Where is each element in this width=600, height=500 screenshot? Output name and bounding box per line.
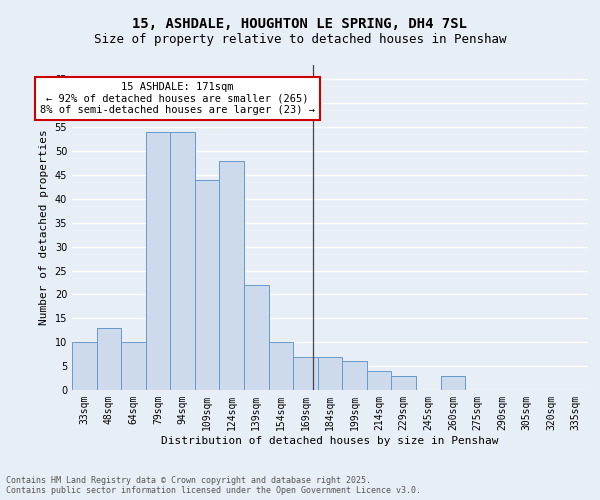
Text: 15, ASHDALE, HOUGHTON LE SPRING, DH4 7SL: 15, ASHDALE, HOUGHTON LE SPRING, DH4 7SL [133,18,467,32]
Text: Contains HM Land Registry data © Crown copyright and database right 2025.
Contai: Contains HM Land Registry data © Crown c… [6,476,421,495]
Bar [170,132,195,390]
Bar [391,376,416,390]
Bar [269,342,293,390]
X-axis label: Distribution of detached houses by size in Penshaw: Distribution of detached houses by size … [161,436,499,446]
Bar [220,160,244,390]
Bar [146,132,170,390]
Text: Size of property relative to detached houses in Penshaw: Size of property relative to detached ho… [94,32,506,46]
Y-axis label: Number of detached properties: Number of detached properties [39,130,49,326]
Text: 15 ASHDALE: 171sqm
← 92% of detached houses are smaller (265)
8% of semi-detache: 15 ASHDALE: 171sqm ← 92% of detached hou… [40,82,315,115]
Bar [97,328,121,390]
Bar [318,356,342,390]
Bar [367,371,391,390]
Bar [293,356,318,390]
Bar [244,285,269,390]
Bar [121,342,146,390]
Bar [72,342,97,390]
Bar [342,362,367,390]
Bar [440,376,465,390]
Bar [195,180,220,390]
